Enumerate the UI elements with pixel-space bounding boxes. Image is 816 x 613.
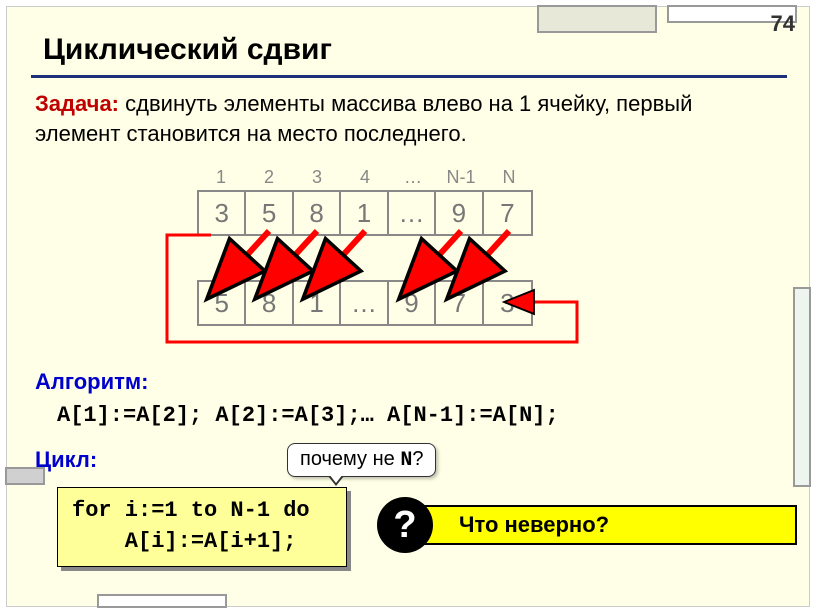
question-mark-icon: ? [377, 497, 433, 553]
array-cell: … [389, 192, 436, 234]
callout-mono: N [400, 449, 412, 472]
index-label: 1 [197, 167, 245, 188]
array-cell: 9 [389, 282, 436, 324]
array-cell: 7 [436, 282, 483, 324]
index-label: N [485, 167, 533, 188]
array-cell: 5 [246, 192, 293, 234]
index-label: 2 [245, 167, 293, 188]
decoration [537, 5, 657, 33]
array-cell: 8 [246, 282, 293, 324]
task-text: Задача: сдвинуть элементы массива влево … [35, 89, 775, 148]
array-cell: 1 [341, 192, 388, 234]
array-cell: 8 [294, 192, 341, 234]
array-cell: 3 [199, 192, 246, 234]
task-body: сдвинуть элементы массива влево на 1 яче… [35, 91, 692, 146]
index-label: 3 [293, 167, 341, 188]
code-line: A[i]:=A[i+1]; [72, 527, 332, 558]
callout-text: почему не [300, 448, 400, 470]
decoration [97, 594, 227, 608]
slide: 74 Циклический сдвиг Задача: сдвинуть эл… [6, 6, 810, 607]
title-underline [31, 75, 787, 78]
array-cell: 7 [484, 192, 531, 234]
array-diagram: 1 2 3 4 … N-1 N 3 5 8 1 … 9 7 5 8 1 … 9 … [157, 167, 617, 357]
index-label: 4 [341, 167, 389, 188]
slide-title: Циклический сдвиг [43, 33, 332, 67]
index-row: 1 2 3 4 … N-1 N [197, 167, 617, 188]
question-text: Что неверно? [459, 512, 609, 538]
page-number: 74 [771, 11, 795, 37]
decoration [793, 287, 811, 487]
code-line: for i:=1 to N-1 do [72, 496, 332, 527]
callout-text: ? [412, 448, 423, 470]
task-label: Задача: [35, 91, 119, 116]
index-label: N-1 [437, 167, 485, 188]
callout-why-not-n: почему не N? [287, 443, 436, 477]
code-box: for i:=1 to N-1 do A[i]:=A[i+1]; [57, 487, 347, 567]
algorithm-code: A[1]:=A[2]; A[2]:=A[3];… A[N-1]:=A[N]; [57, 403, 559, 428]
array-cell: 5 [199, 282, 246, 324]
array-cell: 9 [436, 192, 483, 234]
index-label: … [389, 167, 437, 188]
array-cell: 3 [484, 282, 531, 324]
question-box: Что неверно? [397, 505, 797, 545]
array-row-after: 5 8 1 … 9 7 3 [197, 280, 533, 326]
code-text: A[i]:=A[i+1]; [98, 529, 296, 554]
algorithm-label: Алгоритм: [35, 369, 149, 395]
array-cell: … [341, 282, 388, 324]
array-cell: 1 [294, 282, 341, 324]
cycle-label: Цикл: [35, 447, 97, 473]
array-row-before: 3 5 8 1 … 9 7 [197, 190, 533, 236]
